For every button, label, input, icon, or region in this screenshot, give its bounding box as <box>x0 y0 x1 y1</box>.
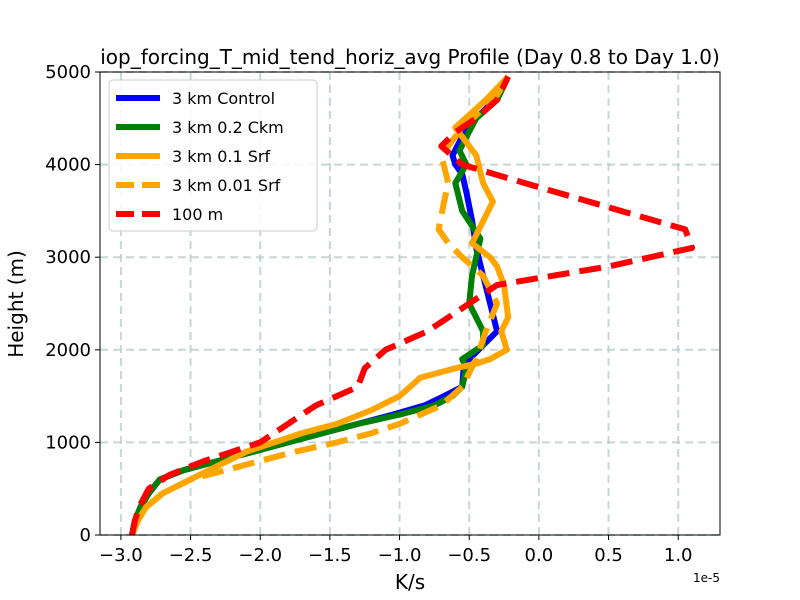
x-tick-label: 0.5 <box>594 545 623 566</box>
series-line-3-km-0-01-srf <box>129 75 511 537</box>
series-line-100-m <box>129 75 696 536</box>
y-tick-label: 0 <box>80 525 91 546</box>
x-tick-label: −1.5 <box>308 545 352 566</box>
y-tick-label: 3000 <box>45 247 91 268</box>
x-tick-label: −2.0 <box>238 545 282 566</box>
y-tick-label: 1000 <box>45 432 91 453</box>
x-tick-label: −0.5 <box>447 545 491 566</box>
legend-frame <box>108 79 318 232</box>
x-tick-label: −1.0 <box>378 545 422 566</box>
legend-label-3-km-control: 3 km Control <box>172 89 275 108</box>
axis-ticks: −3.0 −2.5 −2.0 −1.5 −1.0 −0.5 0.0 0.5 1.0 0 1000 20… <box>45 62 692 566</box>
y-tick-label: 5000 <box>45 62 91 83</box>
x-tick-label: −3.0 <box>99 545 143 566</box>
y-tick-label: 2000 <box>45 340 91 361</box>
y-axis-label: Height (m) <box>4 250 28 358</box>
x-tick-label: −2.5 <box>169 545 213 566</box>
x-axis-offset-label: 1e-5 <box>693 571 720 585</box>
x-axis-label: K/s <box>395 570 425 594</box>
y-tick-label: 4000 <box>45 155 91 176</box>
x-tick-label: 1.0 <box>664 545 693 566</box>
legend-label-3-km-0-2-ckm: 3 km 0.2 Ckm <box>172 118 284 137</box>
series-layer <box>129 74 696 537</box>
legend-label-3-km-0-01-srf: 3 km 0.01 Srf <box>172 176 281 195</box>
legend: 3 km Control 3 km 0.2 Ckm 3 km 0.1 Srf 3 km… <box>108 79 318 232</box>
legend-label-3-km-0-1-srf: 3 km 0.1 Srf <box>172 147 270 166</box>
plot-frame <box>99 71 721 536</box>
legend-label-100-m: 100 m <box>172 205 223 224</box>
x-tick-label: 0.0 <box>525 545 554 566</box>
chart-title: iop_forcing_T_mid_tend_horiz_avg Profile… <box>100 45 720 69</box>
